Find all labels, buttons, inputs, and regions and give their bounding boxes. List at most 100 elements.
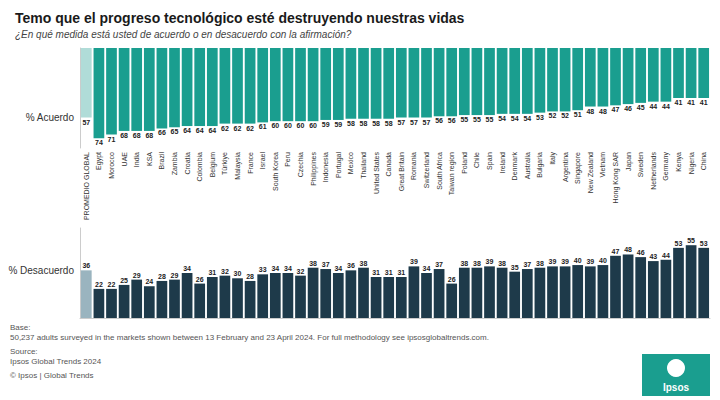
svg-text:32: 32 bbox=[297, 268, 305, 275]
svg-text:56: 56 bbox=[435, 117, 443, 124]
svg-text:57: 57 bbox=[397, 119, 405, 126]
svg-text:22: 22 bbox=[95, 281, 103, 288]
svg-text:39: 39 bbox=[549, 258, 557, 265]
svg-text:PROMEDIO GLOBAL: PROMEDIO GLOBAL bbox=[83, 152, 90, 220]
svg-text:41: 41 bbox=[700, 99, 708, 106]
svg-text:66: 66 bbox=[158, 129, 166, 136]
svg-text:Ireland: Ireland bbox=[499, 152, 506, 174]
svg-text:38: 38 bbox=[360, 260, 368, 267]
svg-text:46: 46 bbox=[637, 249, 645, 256]
svg-text:39: 39 bbox=[586, 258, 594, 265]
svg-text:43: 43 bbox=[649, 253, 657, 260]
svg-text:Thailand: Thailand bbox=[360, 152, 367, 179]
svg-text:47: 47 bbox=[612, 106, 620, 113]
svg-text:Morocco: Morocco bbox=[108, 152, 115, 179]
svg-text:48: 48 bbox=[586, 108, 594, 115]
svg-text:Australia: Australia bbox=[524, 152, 531, 179]
svg-text:62: 62 bbox=[234, 125, 242, 132]
svg-text:Zambia: Zambia bbox=[171, 152, 178, 175]
svg-text:44: 44 bbox=[662, 252, 670, 259]
svg-text:53: 53 bbox=[700, 240, 708, 247]
svg-text:35: 35 bbox=[511, 264, 519, 271]
svg-text:29: 29 bbox=[133, 272, 141, 279]
svg-text:41: 41 bbox=[687, 99, 695, 106]
svg-text:38: 38 bbox=[498, 260, 506, 267]
svg-text:57: 57 bbox=[410, 119, 418, 126]
svg-text:Sweden: Sweden bbox=[637, 152, 644, 177]
svg-text:Poland: Poland bbox=[461, 152, 468, 174]
svg-text:Ipsos: Ipsos bbox=[663, 382, 690, 393]
svg-text:38: 38 bbox=[460, 260, 468, 267]
svg-text:56: 56 bbox=[448, 117, 456, 124]
svg-text:55: 55 bbox=[473, 116, 481, 123]
svg-text:Denmark: Denmark bbox=[511, 152, 518, 181]
svg-text:Philippines: Philippines bbox=[310, 152, 318, 186]
svg-text:34: 34 bbox=[183, 265, 191, 272]
svg-text:37: 37 bbox=[322, 261, 330, 268]
svg-text:United States: United States bbox=[373, 152, 380, 195]
svg-text:26: 26 bbox=[448, 276, 456, 283]
svg-text:36: 36 bbox=[82, 262, 90, 269]
svg-text:34: 34 bbox=[334, 265, 342, 272]
svg-text:Canada: Canada bbox=[385, 152, 392, 177]
svg-text:Hong Kong SAR: Hong Kong SAR bbox=[612, 152, 620, 203]
svg-text:64: 64 bbox=[208, 127, 216, 134]
svg-text:Base:: Base: bbox=[10, 323, 30, 332]
svg-text:60: 60 bbox=[271, 122, 279, 129]
svg-text:© Ipsos | Global Trends: © Ipsos | Global Trends bbox=[10, 371, 94, 380]
svg-text:53: 53 bbox=[536, 114, 544, 121]
svg-text:57: 57 bbox=[423, 119, 431, 126]
svg-text:52: 52 bbox=[561, 112, 569, 119]
svg-text:60: 60 bbox=[309, 122, 317, 129]
svg-text:% Desacuerdo: % Desacuerdo bbox=[8, 265, 74, 276]
svg-text:Temo que el progreso tecnológi: Temo que el progreso tecnológico esté de… bbox=[15, 10, 465, 26]
svg-text:29: 29 bbox=[171, 272, 179, 279]
svg-text:39: 39 bbox=[486, 258, 494, 265]
svg-text:25: 25 bbox=[120, 277, 128, 284]
svg-text:58: 58 bbox=[385, 120, 393, 127]
svg-text:UAE: UAE bbox=[121, 152, 128, 167]
svg-text:30: 30 bbox=[234, 270, 242, 277]
svg-text:New Zealand: New Zealand bbox=[587, 152, 594, 193]
svg-text:Egypt: Egypt bbox=[95, 152, 103, 170]
svg-text:31: 31 bbox=[385, 269, 393, 276]
svg-text:Germany: Germany bbox=[662, 152, 670, 181]
svg-text:48: 48 bbox=[599, 108, 607, 115]
svg-text:58: 58 bbox=[360, 120, 368, 127]
svg-text:37: 37 bbox=[435, 261, 443, 268]
svg-text:60: 60 bbox=[284, 122, 292, 129]
svg-text:Indonesia: Indonesia bbox=[322, 152, 329, 182]
svg-text:South Korea: South Korea bbox=[272, 152, 279, 191]
svg-text:36: 36 bbox=[347, 262, 355, 269]
svg-text:60: 60 bbox=[297, 122, 305, 129]
svg-text:Spain: Spain bbox=[486, 152, 494, 170]
svg-text:37: 37 bbox=[523, 261, 531, 268]
svg-text:40: 40 bbox=[574, 257, 582, 264]
svg-text:44: 44 bbox=[662, 103, 670, 110]
svg-text:Belgium: Belgium bbox=[209, 152, 217, 177]
svg-text:22: 22 bbox=[108, 281, 116, 288]
svg-text:58: 58 bbox=[347, 120, 355, 127]
svg-text:Portugal: Portugal bbox=[335, 152, 343, 179]
svg-text:55: 55 bbox=[687, 237, 695, 244]
svg-text:31: 31 bbox=[372, 269, 380, 276]
svg-text:38: 38 bbox=[309, 260, 317, 267]
svg-text:54: 54 bbox=[523, 115, 531, 122]
svg-text:74: 74 bbox=[95, 139, 103, 146]
svg-text:Taiwan region: Taiwan region bbox=[448, 152, 456, 195]
svg-text:India: India bbox=[133, 152, 140, 167]
svg-text:59: 59 bbox=[334, 121, 342, 128]
svg-text:55: 55 bbox=[460, 116, 468, 123]
svg-text:Malaysia: Malaysia bbox=[234, 152, 242, 180]
svg-text:58: 58 bbox=[372, 120, 380, 127]
svg-text:Bulgaria: Bulgaria bbox=[536, 152, 544, 178]
svg-text:Mexico: Mexico bbox=[347, 152, 354, 174]
svg-text:55: 55 bbox=[486, 116, 494, 123]
svg-text:41: 41 bbox=[675, 99, 683, 106]
svg-text:Japan: Japan bbox=[625, 152, 633, 171]
svg-text:Croatia: Croatia bbox=[184, 152, 191, 175]
svg-text:Czechia: Czechia bbox=[297, 152, 304, 177]
svg-text:Brazil: Brazil bbox=[158, 152, 165, 170]
svg-text:46: 46 bbox=[624, 105, 632, 112]
svg-text:48: 48 bbox=[624, 246, 632, 253]
